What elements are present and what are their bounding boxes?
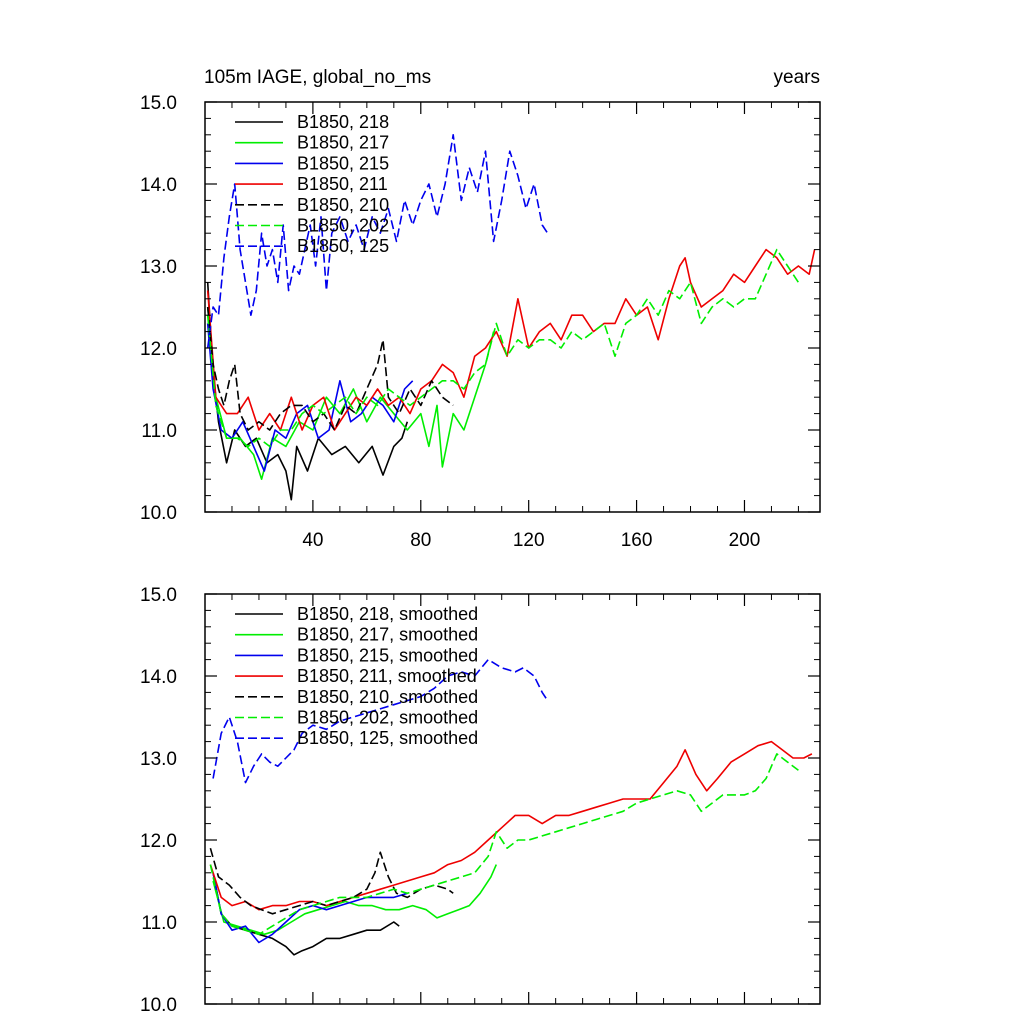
panel-1-y-tick-label-3: 13.0 — [140, 749, 177, 770]
panel-0-y-tick-label-2: 12.0 — [140, 339, 177, 360]
panel-1-legend-label-2: B1850, 215, smoothed — [297, 645, 478, 665]
panel-1-legend-label-0: B1850, 218, smoothed — [297, 604, 478, 624]
panel-1-series-line-3 — [209, 740, 813, 911]
panel-0-y-tick-label-3: 13.0 — [140, 257, 177, 278]
units-label: years — [774, 67, 820, 88]
panel-1-series-line-6 — [212, 658, 549, 784]
panel-0-x-tick-label-0: 40 — [302, 530, 323, 551]
panel-1-y-tick-label-5: 15.0 — [140, 585, 177, 606]
panel-0-legend-label-0: B1850, 218 — [297, 112, 389, 132]
panel-0-legend-label-6: B1850, 125 — [297, 236, 389, 256]
panel-0-series-line-5 — [206, 248, 800, 448]
panel-1-y-tick-label-0: 10.0 — [140, 995, 177, 1016]
panel-1-legend-label-1: B1850, 217, smoothed — [297, 625, 478, 645]
panel-1-legend-label-4: B1850, 210, smoothed — [297, 687, 478, 707]
panel-1-series-line-1 — [212, 864, 498, 936]
panel-0-series-line-3 — [206, 248, 816, 431]
panel-0-x-tick-label-2: 120 — [513, 530, 545, 551]
panel-0-legend-label-4: B1850, 210 — [297, 195, 389, 215]
panel-1-series-line-5 — [209, 753, 799, 936]
panel-0-y-tick-label-0: 10.0 — [140, 503, 177, 524]
panel-0-series-line-2 — [206, 323, 414, 472]
panel-0-y-tick-label-1: 11.0 — [141, 421, 177, 442]
panel-0-x-tick-label-1: 80 — [410, 530, 431, 551]
panel-0-legend-label-1: B1850, 217 — [297, 133, 389, 153]
panel-0-y-tick-label-5: 15.0 — [140, 93, 177, 114]
panel-0-y-tick-label-4: 14.0 — [140, 175, 177, 196]
panel-1-y-tick-label-1: 11.0 — [141, 913, 177, 934]
panel-1-y-tick-label-2: 12.0 — [140, 831, 177, 852]
panel-1-series-line-4 — [209, 847, 454, 915]
panel-1-plot-frame — [204, 593, 821, 1005]
panel-0-x-tick-label-3: 160 — [621, 530, 653, 551]
panel-0-x-tick-label-4: 200 — [729, 530, 761, 551]
panel-1-legend-label-3: B1850, 211, smoothed — [297, 666, 477, 686]
panel-0-legend-label-2: B1850, 215 — [297, 153, 389, 173]
panel-0-series-line-0 — [206, 282, 409, 501]
panel-1-legend-label-5: B1850, 202, smoothed — [297, 708, 478, 728]
panel-0-legend-label-3: B1850, 211 — [297, 174, 388, 194]
panel-1-series-line-0 — [212, 872, 400, 956]
panel-1-y-tick-label-4: 14.0 — [140, 667, 177, 688]
panel-1-legend-label-6: B1850, 125, smoothed — [297, 728, 478, 748]
panel-0-plot-frame — [204, 101, 821, 513]
panel-0-series-line-4 — [206, 306, 454, 431]
chart-title: 105m IAGE, global_no_ms — [204, 67, 431, 88]
panel-0-series-line-6 — [206, 134, 549, 349]
panel-0-legend-label-5: B1850, 202 — [297, 216, 389, 236]
